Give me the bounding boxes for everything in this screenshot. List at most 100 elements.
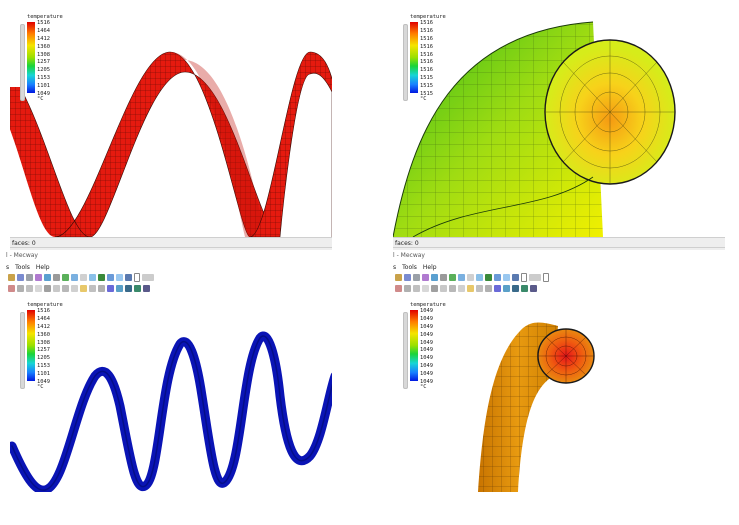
- legend-slider[interactable]: [20, 24, 25, 101]
- tool-icon[interactable]: [440, 284, 447, 292]
- menu-bar-left: s Tools Help: [6, 264, 50, 272]
- viewport-top-left[interactable]: temperature 1516 1464 1412 1360 1308 1257 1…: [10, 12, 332, 237]
- tool-icon[interactable]: [71, 284, 78, 292]
- tool-icon[interactable]: [80, 284, 87, 292]
- viewport-bottom-right[interactable]: temperature 1049 1049 1049 1049 1049 1049 1…: [393, 296, 725, 492]
- tool-icon[interactable]: [44, 273, 51, 281]
- grid-icon[interactable]: [530, 284, 537, 292]
- tool-icon[interactable]: [413, 284, 420, 292]
- tool-icon[interactable]: [404, 273, 411, 281]
- tool-icon[interactable]: [467, 273, 474, 281]
- viewport-bottom-left[interactable]: temperature 1516 1464 1412 1360 1308 1257 1…: [10, 296, 332, 492]
- tool-icon[interactable]: [395, 273, 402, 281]
- legend-unit: °C: [420, 96, 427, 102]
- tool-icon[interactable]: [35, 273, 42, 281]
- tool-icon[interactable]: [449, 284, 456, 292]
- tool-icon[interactable]: [494, 273, 501, 281]
- tool-icon[interactable]: [404, 284, 411, 292]
- zoom-icon[interactable]: [413, 273, 420, 281]
- tool-icon[interactable]: [71, 273, 78, 281]
- green-tube-mesh: [393, 21, 676, 237]
- tool-icon[interactable]: [53, 273, 60, 281]
- menu-item-help[interactable]: Help: [422, 264, 437, 271]
- legend-ticks: 1516 1464 1412 1360 1308 1257 1205 1153 1101…: [37, 20, 50, 98]
- tool-icon[interactable]: [125, 284, 132, 292]
- legend-colorbar: [410, 310, 418, 381]
- tool-icon[interactable]: [107, 284, 114, 292]
- tool-icon[interactable]: [422, 284, 429, 292]
- tool-icon[interactable]: [485, 273, 492, 281]
- tool-icon[interactable]: [494, 284, 501, 292]
- legend-unit: °C: [420, 384, 427, 390]
- tool-icon[interactable]: [8, 273, 15, 281]
- tool-icon[interactable]: [107, 273, 114, 281]
- chevron-right-icon[interactable]: [543, 272, 549, 282]
- status-text: faces: 0: [395, 240, 419, 247]
- menu-item-help[interactable]: Help: [35, 264, 50, 271]
- tool-icon[interactable]: [89, 284, 96, 292]
- menu-bar-right: s Tools Help: [393, 264, 437, 272]
- menu-item-tools[interactable]: Tools: [15, 264, 30, 271]
- legend-slider[interactable]: [403, 312, 408, 389]
- menu-item-s[interactable]: s: [6, 264, 10, 271]
- toolbar-right-row2: [395, 283, 537, 293]
- tool-icon[interactable]: [17, 284, 24, 292]
- tool-icon[interactable]: [529, 273, 541, 281]
- tool-icon[interactable]: [503, 284, 510, 292]
- tool-icon[interactable]: [53, 284, 60, 292]
- blue-coil: [10, 331, 332, 492]
- tool-icon[interactable]: [467, 284, 474, 292]
- tool-icon[interactable]: [44, 284, 51, 292]
- divider: [393, 247, 725, 248]
- tool-icon[interactable]: [512, 284, 519, 292]
- menu-item-s[interactable]: s: [393, 264, 397, 271]
- tool-icon[interactable]: [134, 284, 141, 292]
- viewport-top-right[interactable]: temperature 1516 1516 1516 1516 1516 1516 1…: [393, 12, 725, 237]
- tool-icon[interactable]: [62, 273, 69, 281]
- legend-title: temperature: [410, 14, 446, 20]
- orange-tube-mesh: [478, 322, 595, 492]
- tool-icon[interactable]: [142, 273, 154, 281]
- tool-icon[interactable]: [35, 284, 42, 292]
- tool-icon[interactable]: [98, 273, 105, 281]
- tool-icon[interactable]: [116, 273, 123, 281]
- tool-icon[interactable]: [89, 273, 96, 281]
- menu-item-tools[interactable]: Tools: [402, 264, 417, 271]
- tool-icon[interactable]: [521, 284, 528, 292]
- toolbar-right-row1: [395, 272, 549, 282]
- tool-icon[interactable]: [485, 284, 492, 292]
- tool-icon[interactable]: [26, 284, 33, 292]
- legend-slider[interactable]: [403, 24, 408, 101]
- tool-icon[interactable]: [125, 273, 132, 281]
- status-bar-left: faces: 0: [10, 237, 332, 250]
- legend-colorbar: [410, 22, 418, 93]
- chevron-left-icon[interactable]: [134, 272, 140, 282]
- tool-icon[interactable]: [116, 284, 123, 292]
- tool-icon[interactable]: [476, 273, 483, 281]
- chevron-left-icon[interactable]: [521, 272, 527, 282]
- legend-unit: °C: [37, 96, 44, 102]
- status-bar-right: faces: 0: [393, 237, 725, 250]
- legend-ticks: 1049 1049 1049 1049 1049 1049 1049 1049 1049…: [420, 308, 433, 386]
- tool-icon[interactable]: [512, 273, 519, 281]
- tool-icon[interactable]: [8, 284, 15, 292]
- tool-icon[interactable]: [503, 273, 510, 281]
- tool-icon[interactable]: [395, 284, 402, 292]
- tool-icon[interactable]: [431, 273, 438, 281]
- tool-icon[interactable]: [476, 284, 483, 292]
- tool-icon[interactable]: [422, 273, 429, 281]
- tool-icon[interactable]: [62, 284, 69, 292]
- legend-slider[interactable]: [20, 312, 25, 389]
- tool-icon[interactable]: [440, 273, 447, 281]
- tool-icon[interactable]: [449, 273, 456, 281]
- tool-icon[interactable]: [98, 284, 105, 292]
- tool-icon[interactable]: [458, 284, 465, 292]
- tool-icon[interactable]: [80, 273, 87, 281]
- zoom-icon[interactable]: [26, 273, 33, 281]
- tool-icon[interactable]: [458, 273, 465, 281]
- legend-title: temperature: [27, 302, 63, 308]
- toolbar-left-row1: [8, 272, 154, 282]
- grid-icon[interactable]: [143, 284, 150, 292]
- tool-icon[interactable]: [431, 284, 438, 292]
- tool-icon[interactable]: [17, 273, 24, 281]
